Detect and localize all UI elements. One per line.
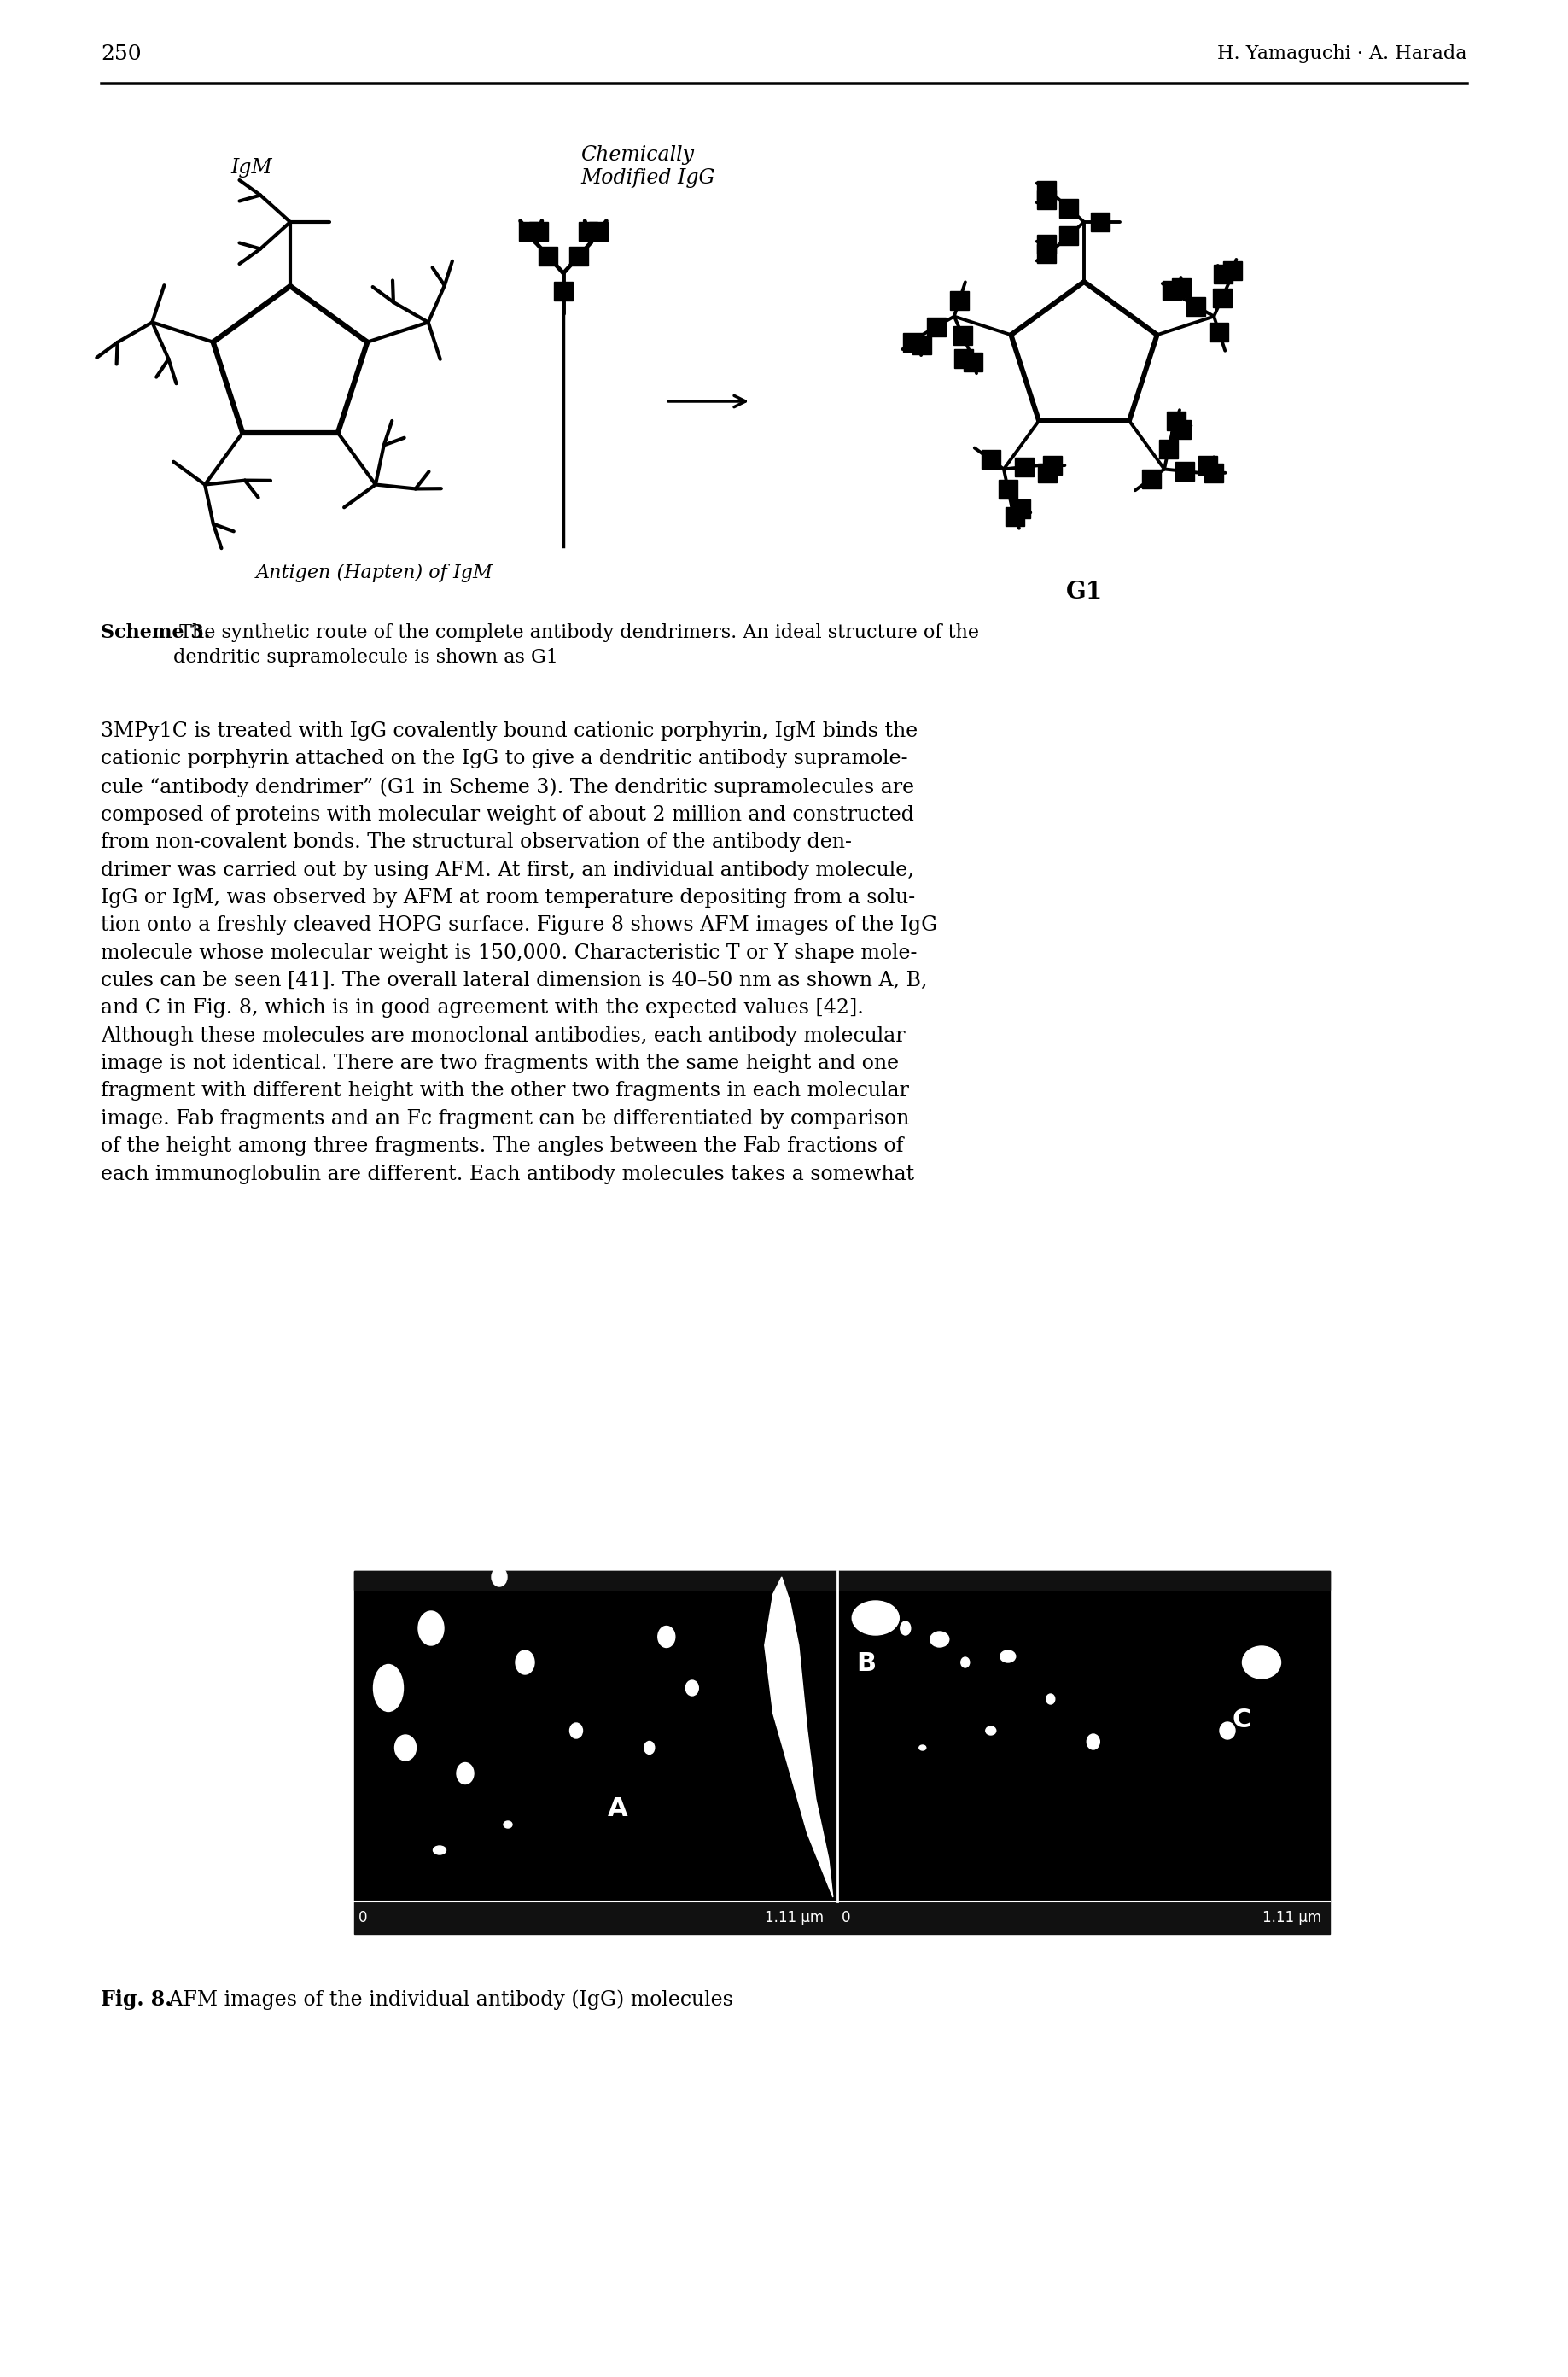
Text: 0: 0 xyxy=(842,1911,850,1925)
Bar xyxy=(1036,235,1055,254)
Ellipse shape xyxy=(456,1764,474,1785)
Ellipse shape xyxy=(433,1847,445,1854)
Text: C: C xyxy=(1232,1707,1251,1733)
Bar xyxy=(539,247,558,266)
Bar xyxy=(590,223,608,240)
Text: 3MPy1C is treated with IgG covalently bound cationic porphyrin, IgM binds the
ca: 3MPy1C is treated with IgG covalently bo… xyxy=(100,723,938,1184)
Bar xyxy=(903,333,922,352)
Text: Scheme 3.: Scheme 3. xyxy=(100,623,210,642)
Ellipse shape xyxy=(1242,1647,1281,1678)
Ellipse shape xyxy=(1046,1695,1055,1704)
Text: Chemically
Modified IgG: Chemically Modified IgG xyxy=(580,145,715,188)
Bar xyxy=(999,480,1018,499)
Ellipse shape xyxy=(1220,1721,1236,1740)
Bar xyxy=(1142,468,1160,487)
Bar xyxy=(963,352,982,371)
Bar xyxy=(1204,464,1223,483)
Text: G1: G1 xyxy=(1066,580,1102,604)
Bar xyxy=(354,1902,1330,1935)
Ellipse shape xyxy=(1087,1735,1099,1749)
Bar xyxy=(1214,264,1232,283)
Ellipse shape xyxy=(395,1735,416,1761)
Text: Fig. 8.: Fig. 8. xyxy=(100,1990,172,2011)
Polygon shape xyxy=(765,1576,833,1897)
Text: 0: 0 xyxy=(359,1911,367,1925)
Bar xyxy=(354,1571,1330,1902)
Ellipse shape xyxy=(919,1745,927,1749)
Bar xyxy=(1043,456,1062,475)
Bar xyxy=(1014,459,1033,475)
Bar xyxy=(530,223,549,240)
Bar xyxy=(1091,212,1110,231)
Ellipse shape xyxy=(419,1612,444,1645)
Bar xyxy=(1173,421,1192,437)
Ellipse shape xyxy=(373,1664,403,1711)
Ellipse shape xyxy=(930,1631,949,1647)
Bar xyxy=(554,283,572,300)
Bar xyxy=(1159,440,1178,459)
Bar xyxy=(1176,461,1195,480)
Ellipse shape xyxy=(503,1821,513,1828)
Ellipse shape xyxy=(986,1726,996,1735)
Bar xyxy=(1187,297,1206,316)
Text: B: B xyxy=(856,1652,877,1676)
Bar xyxy=(1060,200,1079,219)
Bar xyxy=(1209,323,1228,342)
Bar xyxy=(1198,456,1217,475)
Bar xyxy=(953,326,972,345)
Text: 1.11 μm: 1.11 μm xyxy=(1262,1911,1322,1925)
Ellipse shape xyxy=(1000,1650,1016,1662)
Text: Antigen (Hapten) of IgM: Antigen (Hapten) of IgM xyxy=(256,563,494,582)
Text: IgM: IgM xyxy=(230,157,273,178)
Ellipse shape xyxy=(851,1600,898,1635)
Bar xyxy=(1036,245,1055,264)
Ellipse shape xyxy=(685,1681,698,1695)
Bar xyxy=(354,1571,1330,1590)
Text: H. Yamaguchi · A. Harada: H. Yamaguchi · A. Harada xyxy=(1218,45,1468,64)
Text: AFM images of the individual antibody (IgG) molecules: AFM images of the individual antibody (I… xyxy=(162,1990,734,2009)
Ellipse shape xyxy=(900,1621,911,1635)
Ellipse shape xyxy=(961,1657,969,1669)
Bar xyxy=(913,335,931,354)
Ellipse shape xyxy=(644,1742,654,1754)
Bar xyxy=(1060,226,1079,245)
Bar xyxy=(1007,509,1025,525)
Text: A: A xyxy=(607,1797,627,1821)
Text: 250: 250 xyxy=(100,45,141,64)
Text: The synthetic route of the complete antibody dendrimers. An ideal structure of t: The synthetic route of the complete anti… xyxy=(174,623,978,668)
Bar xyxy=(519,223,538,240)
Ellipse shape xyxy=(492,1566,506,1585)
Bar xyxy=(569,247,588,266)
Bar xyxy=(927,316,946,335)
Bar xyxy=(1223,261,1242,280)
Ellipse shape xyxy=(659,1626,674,1647)
Text: 1.11 μm: 1.11 μm xyxy=(765,1911,825,1925)
Ellipse shape xyxy=(516,1650,535,1673)
Bar xyxy=(1214,288,1231,307)
Bar xyxy=(982,449,1000,468)
Bar xyxy=(950,292,969,311)
Bar xyxy=(1011,499,1030,518)
Bar xyxy=(1036,181,1055,200)
Bar xyxy=(1162,280,1181,300)
Bar xyxy=(1167,411,1185,430)
Bar xyxy=(579,223,597,240)
Bar xyxy=(1171,278,1190,297)
Bar xyxy=(1038,464,1057,483)
Bar xyxy=(955,349,974,368)
Bar xyxy=(1036,190,1055,209)
Ellipse shape xyxy=(569,1723,583,1738)
